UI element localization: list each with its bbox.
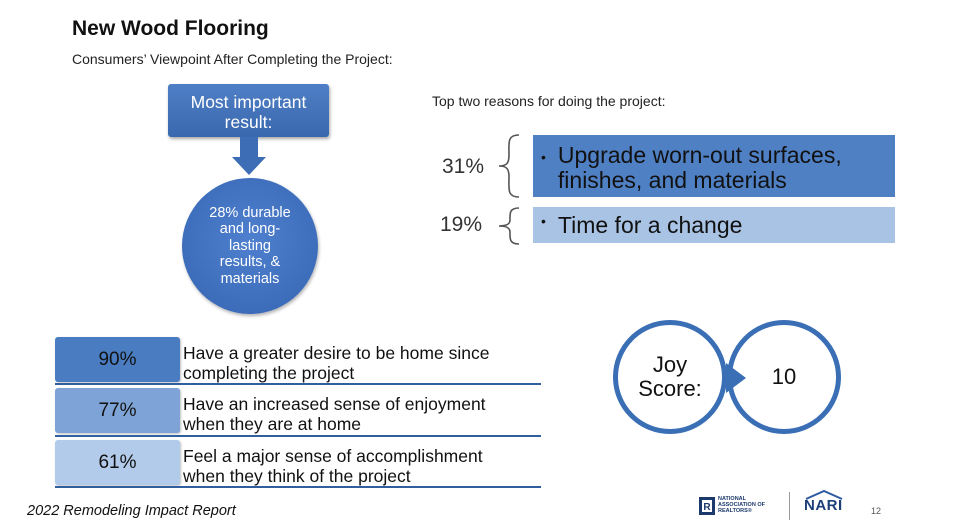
reason-text: Time for a change <box>557 211 743 238</box>
stat-description: Feel a major sense of accomplishment whe… <box>183 446 483 486</box>
most-important-result-box: Most important result: <box>168 84 329 137</box>
stat-line1: Have an increased sense of enjoyment <box>183 394 486 414</box>
realtors-logo-text: REALTORS® <box>718 508 752 514</box>
reason-text-line1: Upgrade worn-out surfaces, <box>557 142 842 168</box>
curly-brace-icon <box>498 207 520 245</box>
result-circle-line: results, & <box>219 254 281 271</box>
bullet: • <box>541 149 546 165</box>
roof-icon <box>805 490 843 500</box>
arrow-right-icon <box>726 363 746 393</box>
curly-brace-icon <box>498 134 520 198</box>
result-circle-line: 28% durable <box>209 204 291 221</box>
stat-percent-box: 61% <box>55 440 180 485</box>
report-title: 2022 Remodeling Impact Report <box>27 503 236 519</box>
result-circle-line: lasting <box>229 237 271 254</box>
stat-line1: Feel a major sense of accomplishment <box>183 446 483 466</box>
page-title: New Wood Flooring <box>72 17 269 40</box>
stat-line2: completing the project <box>183 363 355 383</box>
reason-percent: 19% <box>440 213 483 236</box>
divider <box>55 486 541 488</box>
realtors-logo-text: NATIONAL <box>718 496 747 502</box>
result-box-label-line1: Most important <box>190 91 307 112</box>
stat-percent-box: 77% <box>55 388 180 433</box>
divider <box>55 435 541 437</box>
stat-line1: Have a greater desire to be home since <box>183 343 490 363</box>
stat-line2: when they think of the project <box>183 466 411 486</box>
nari-logo-text: NARI <box>804 497 843 514</box>
reasons-heading: Top two reasons for doing the project: <box>432 93 666 109</box>
joy-label-line1: Joy <box>652 352 688 377</box>
reason-percent: 31% <box>442 155 485 178</box>
joy-score-value: 10 <box>771 364 797 389</box>
result-circle-line: and long- <box>219 221 281 238</box>
divider <box>55 383 541 385</box>
page-subtitle: Consumers’ Viewpoint After Completing th… <box>72 51 393 67</box>
joy-label-line2: Score: <box>638 376 702 401</box>
stat-percent-box: 90% <box>55 337 180 382</box>
bullet: • <box>541 213 546 229</box>
reason-bar-time-for-change: • Time for a change <box>533 207 895 243</box>
result-circle-line: materials <box>220 270 280 287</box>
nari-logo: NARI <box>800 490 854 520</box>
reason-bar-upgrade: • Upgrade worn-out surfaces, finishes, a… <box>533 135 895 197</box>
joy-score-label-circle: Joy Score: <box>613 320 727 434</box>
result-circle: 28% durable and long- lasting results, &… <box>182 178 318 314</box>
down-arrow-icon <box>232 137 266 175</box>
page-number: 12 <box>871 506 882 516</box>
stat-description: Have an increased sense of enjoyment whe… <box>183 394 486 434</box>
reason-text-line2: finishes, and materials <box>557 167 787 193</box>
realtors-r-icon: R <box>699 497 715 515</box>
stat-line2: when they are at home <box>183 414 362 434</box>
logo-divider <box>789 492 790 520</box>
stat-description: Have a greater desire to be home since c… <box>183 343 489 383</box>
result-box-label-line2: result: <box>224 111 273 132</box>
svg-text:R: R <box>703 502 711 513</box>
realtors-logo: R NATIONAL ASSOCIATION OF REALTORS® <box>699 496 779 518</box>
realtors-logo-text: ASSOCIATION OF <box>718 502 765 508</box>
